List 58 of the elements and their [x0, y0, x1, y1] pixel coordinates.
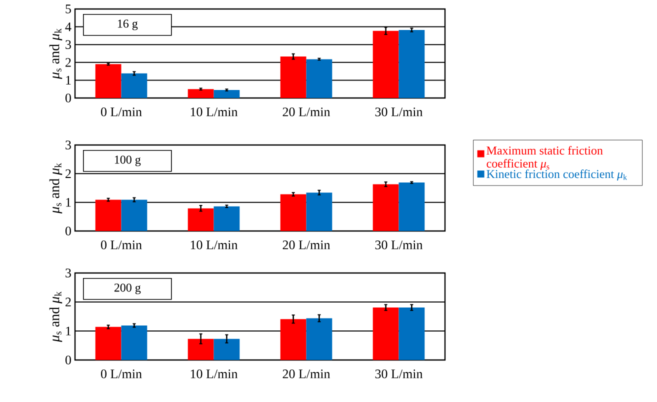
x-tick-label: 10 L/min [190, 108, 238, 116]
y-axis-title: μ$_{s}$ and μ$_{k}$ [49, 28, 62, 80]
bar [280, 56, 306, 98]
annotation: 200 g [114, 284, 141, 294]
bar [188, 208, 214, 231]
x-tick-label: 20 L/min [282, 240, 330, 250]
bar [214, 206, 240, 231]
bar [95, 326, 122, 360]
bar [95, 200, 122, 231]
bar [280, 194, 306, 231]
bar [121, 200, 148, 231]
annotation: 16 g [118, 20, 138, 30]
bar [214, 90, 240, 98]
y-tick-label: 4 [65, 22, 72, 32]
bar [306, 59, 332, 98]
bar [121, 73, 148, 98]
y-axis-title: μ$_{s}$ and μ$_{k}$ [49, 291, 62, 342]
x-tick-label: 10 L/min [190, 370, 238, 378]
bar [398, 308, 425, 360]
bar [188, 338, 214, 360]
y-tick-label: 2 [66, 58, 71, 67]
x-tick-label: 0 L/min [100, 240, 142, 250]
bar [372, 184, 399, 231]
x-tick-label: 20 L/min [282, 108, 330, 116]
x-tick-label: 0 L/min [100, 108, 142, 116]
x-tick-label: 30 L/min [375, 370, 423, 378]
y-tick-label: 3 [66, 40, 71, 49]
annotation: 100 g [114, 156, 141, 166]
bar [372, 308, 399, 360]
x-tick-label: 30 L/min [375, 240, 423, 250]
y-tick-label: 3 [66, 268, 71, 278]
y-tick-label: 0 [65, 356, 71, 364]
x-tick-label: 20 L/min [282, 370, 330, 378]
bar [372, 30, 399, 98]
bar [95, 64, 122, 98]
y-tick-label: 1 [66, 76, 71, 84]
bar [214, 338, 240, 360]
y-tick-label: 0 [65, 94, 71, 102]
y-tick-label: 1 [66, 326, 71, 336]
bar [398, 182, 425, 231]
y-tick-label: 2 [66, 298, 71, 306]
y-tick-label: 0 [65, 226, 71, 236]
x-tick-label: 30 L/min [375, 108, 423, 116]
bar [398, 30, 425, 98]
y-tick-label: 5 [66, 4, 71, 14]
y-tick-label: 2 [66, 169, 71, 178]
bar [306, 192, 332, 231]
y-tick-label: 1 [66, 198, 71, 207]
x-tick-label: 10 L/min [190, 240, 238, 250]
bar [188, 89, 214, 98]
bar [121, 325, 148, 360]
y-axis-title: μ$_{s}$ and μ$_{k}$ [49, 162, 62, 214]
bar [280, 319, 306, 360]
x-tick-label: 0 L/min [100, 370, 142, 378]
y-tick-label: 3 [66, 140, 71, 150]
bar [306, 318, 332, 360]
legend-label: Kinetic friction coefficient μ$_{k}$ [486, 170, 628, 181]
legend-label: Maximum static friction coefficient μ$_{s}$ [486, 146, 603, 170]
